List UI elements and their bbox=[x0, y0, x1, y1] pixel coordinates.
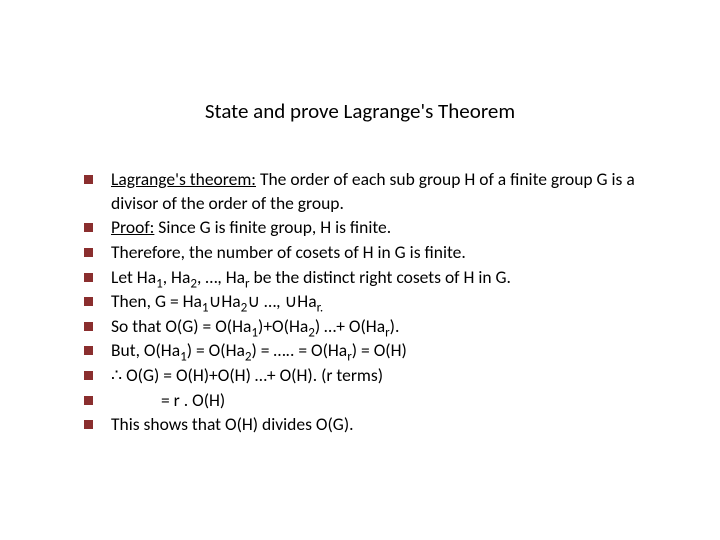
bullet-row: Let Ha1, Ha2, …, Har be the distinct rig… bbox=[84, 266, 684, 290]
bullet-row: Then, G = Ha1∪Ha2∪ …, ∪Har. bbox=[84, 290, 684, 314]
bullet-marker-icon bbox=[84, 346, 93, 355]
bullet-marker-icon bbox=[84, 297, 93, 306]
bullet-text: Proof: Since G is finite group, H is fin… bbox=[111, 216, 684, 240]
bullet-marker-icon bbox=[84, 420, 93, 429]
slide: State and prove Lagrange's Theorem Lagra… bbox=[0, 0, 720, 540]
bullet-row: So that O(G) = O(Ha1)+O(Ha2) …+ O(Har). bbox=[84, 315, 684, 339]
bullet-marker-icon bbox=[84, 223, 93, 232]
bullet-row: Lagrange's theorem: The order of each su… bbox=[84, 168, 684, 215]
bullet-marker-icon bbox=[84, 248, 93, 257]
bullet-marker-icon bbox=[84, 322, 93, 331]
bullet-marker-icon bbox=[84, 371, 93, 380]
bullet-text: Let Ha1, Ha2, …, Har be the distinct rig… bbox=[111, 266, 684, 290]
bullet-marker-icon bbox=[84, 396, 93, 405]
bullet-text: = r . O(H) bbox=[111, 389, 684, 413]
bullet-text: So that O(G) = O(Ha1)+O(Ha2) …+ O(Har). bbox=[111, 315, 684, 339]
bullet-text: This shows that O(H) divides O(G). bbox=[111, 413, 684, 437]
bullet-text: Therefore, the number of cosets of H in … bbox=[111, 241, 684, 265]
slide-body: Lagrange's theorem: The order of each su… bbox=[84, 168, 684, 438]
bullet-text: But, O(Ha1) = O(Ha2) = ….. = O(Har) = O(… bbox=[111, 339, 684, 363]
bullet-text: Lagrange's theorem: The order of each su… bbox=[111, 168, 684, 215]
bullet-row: Therefore, the number of cosets of H in … bbox=[84, 241, 684, 265]
bullet-row: ∴ O(G) = O(H)+O(H) …+ O(H). (r terms) bbox=[84, 364, 684, 388]
bullet-row: This shows that O(H) divides O(G). bbox=[84, 413, 684, 437]
underlined-prefix: Lagrange's theorem: bbox=[111, 168, 256, 190]
bullet-row: But, O(Ha1) = O(Ha2) = ….. = O(Har) = O(… bbox=[84, 339, 684, 363]
bullet-text: Then, G = Ha1∪Ha2∪ …, ∪Har. bbox=[111, 290, 684, 314]
bullet-row: = r . O(H) bbox=[84, 389, 684, 413]
bullet-marker-icon bbox=[84, 175, 93, 184]
bullet-row: Proof: Since G is finite group, H is fin… bbox=[84, 216, 684, 240]
bullet-text: ∴ O(G) = O(H)+O(H) …+ O(H). (r terms) bbox=[111, 364, 684, 388]
underlined-prefix: Proof: bbox=[111, 216, 154, 238]
bullet-marker-icon bbox=[84, 273, 93, 282]
bullet-rest: Since G is finite group, H is finite. bbox=[154, 216, 391, 238]
slide-title: State and prove Lagrange's Theorem bbox=[0, 98, 720, 124]
